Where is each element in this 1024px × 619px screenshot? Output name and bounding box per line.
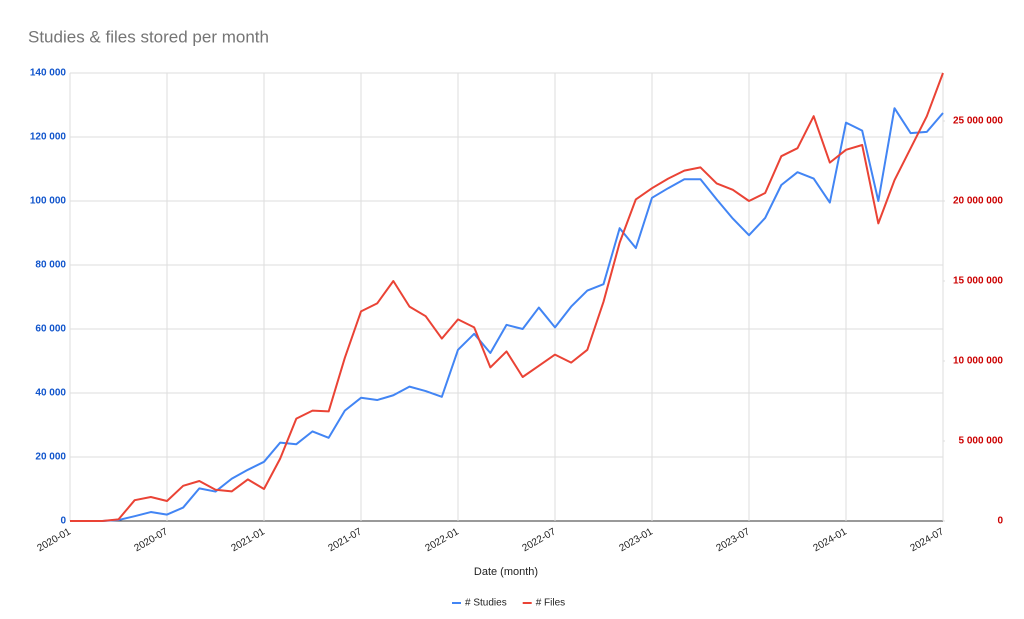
y-tick-label: 0 [60, 516, 66, 527]
y-tick-label: 20 000 [35, 452, 66, 463]
y2-tick-label: 20 000 000 [953, 196, 1003, 207]
y2-tick-label: 10 000 000 [953, 356, 1003, 367]
series-line [70, 72, 944, 522]
legend-label: # Studies [465, 598, 507, 609]
y-tick-label: 80 000 [35, 260, 66, 271]
legend-label: # Files [536, 598, 565, 609]
chart-title: Studies & files stored per month [28, 27, 269, 46]
y-tick-label: 140 000 [30, 68, 67, 79]
y2-tick-label: 25 000 000 [953, 116, 1003, 127]
y-tick-label: 120 000 [30, 132, 67, 143]
y-tick-label: 40 000 [35, 388, 66, 399]
y-tick-label: 100 000 [30, 196, 67, 207]
y2-tick-label: 5 000 000 [959, 436, 1004, 447]
y-tick-label: 60 000 [35, 324, 66, 335]
y2-tick-label: 15 000 000 [953, 276, 1003, 287]
y2-tick-label: 0 [997, 516, 1003, 527]
x-axis-title: Date (month) [474, 566, 538, 578]
series-line [70, 107, 944, 522]
